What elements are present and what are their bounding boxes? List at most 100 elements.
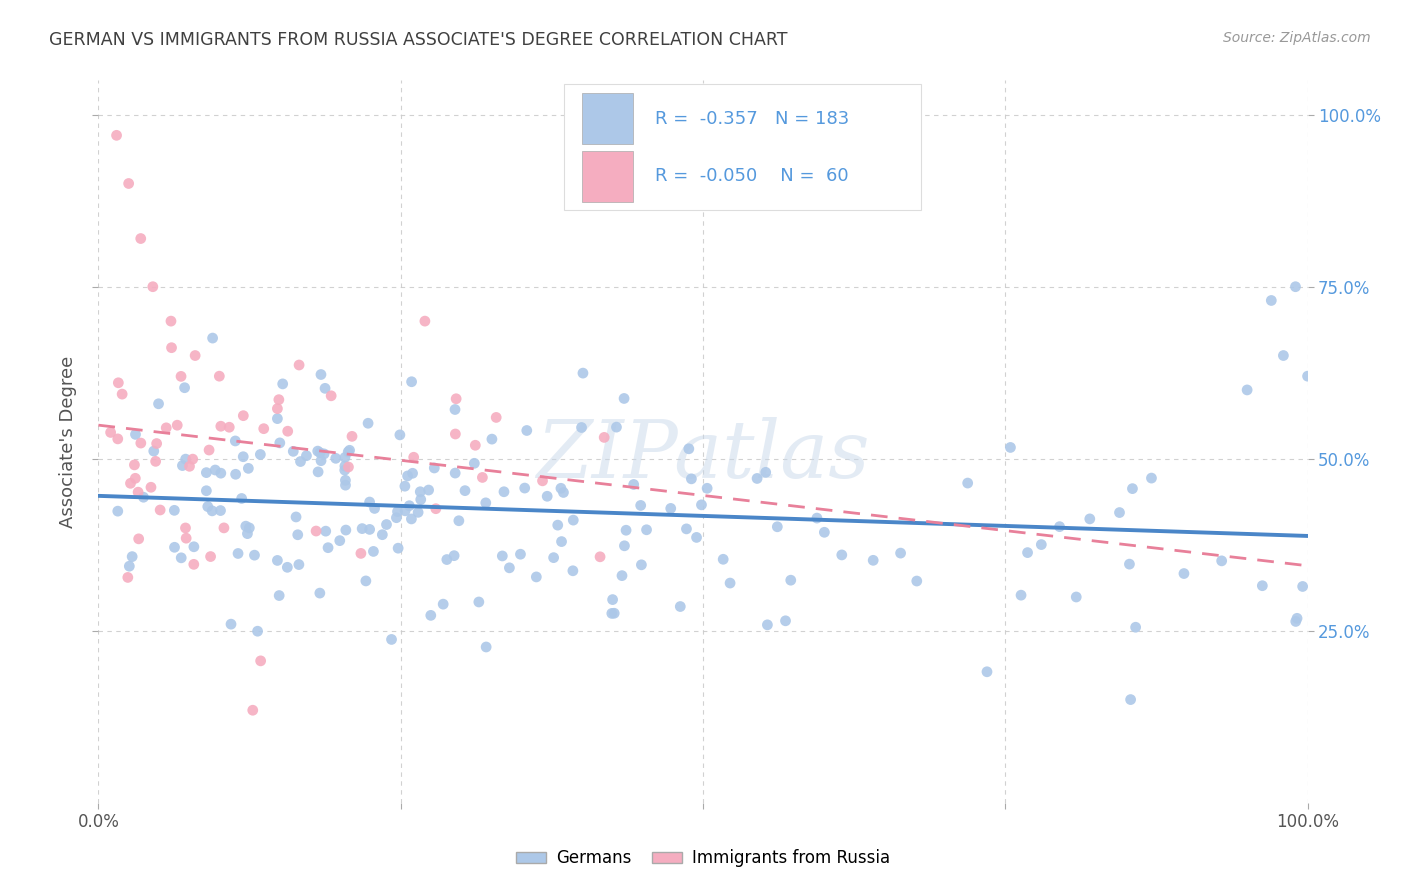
Immigrants from Russia bbox=[200, 549, 222, 564]
Immigrants from Russia bbox=[305, 524, 328, 538]
Germans bbox=[1010, 588, 1032, 602]
Immigrants from Russia bbox=[413, 314, 436, 328]
Germans bbox=[550, 534, 572, 549]
Germans bbox=[603, 606, 626, 620]
Germans bbox=[1251, 579, 1274, 593]
Immigrants from Russia bbox=[105, 128, 128, 143]
Germans bbox=[142, 444, 165, 458]
Germans bbox=[454, 483, 477, 498]
Germans bbox=[543, 550, 565, 565]
Immigrants from Russia bbox=[111, 387, 134, 401]
Germans bbox=[309, 368, 332, 382]
Immigrants from Russia bbox=[288, 358, 311, 372]
Germans bbox=[394, 479, 416, 493]
Immigrants from Russia bbox=[471, 470, 494, 484]
Germans bbox=[690, 498, 713, 512]
Germans bbox=[288, 558, 311, 572]
Germans bbox=[862, 553, 884, 567]
Germans bbox=[354, 574, 377, 588]
Immigrants from Russia bbox=[425, 501, 447, 516]
Germans bbox=[562, 513, 585, 527]
Immigrants from Russia bbox=[277, 424, 299, 438]
Germans bbox=[201, 504, 224, 518]
Immigrants from Russia bbox=[166, 418, 188, 433]
Germans bbox=[170, 550, 193, 565]
Immigrants from Russia bbox=[107, 376, 129, 390]
Germans bbox=[243, 548, 266, 562]
Immigrants from Russia bbox=[218, 420, 240, 434]
Germans bbox=[307, 444, 329, 458]
Germans bbox=[380, 632, 402, 647]
Germans bbox=[209, 503, 232, 517]
Germans bbox=[1078, 512, 1101, 526]
Immigrants from Russia bbox=[160, 341, 183, 355]
Legend: Germans, Immigrants from Russia: Germans, Immigrants from Russia bbox=[509, 843, 897, 874]
Germans bbox=[249, 447, 271, 461]
Germans bbox=[623, 477, 645, 491]
Germans bbox=[201, 331, 224, 345]
Germans bbox=[314, 381, 336, 395]
Germans bbox=[385, 510, 408, 524]
Germans bbox=[309, 453, 332, 467]
Germans bbox=[696, 481, 718, 495]
Germans bbox=[232, 450, 254, 464]
Germans bbox=[1049, 519, 1071, 533]
Germans bbox=[1119, 692, 1142, 706]
Germans bbox=[614, 523, 637, 537]
Germans bbox=[481, 432, 503, 446]
Germans bbox=[806, 511, 828, 525]
Germans bbox=[315, 524, 337, 538]
Germans bbox=[394, 504, 416, 518]
Bar bbox=[582, 94, 633, 144]
Germans bbox=[779, 573, 801, 587]
Germans bbox=[610, 568, 633, 582]
Germans bbox=[329, 533, 352, 548]
Immigrants from Russia bbox=[212, 521, 235, 535]
Germans bbox=[745, 471, 768, 485]
Germans bbox=[339, 443, 361, 458]
Germans bbox=[475, 640, 498, 654]
Immigrants from Russia bbox=[184, 349, 207, 363]
Germans bbox=[224, 434, 246, 448]
Germans bbox=[1260, 293, 1282, 308]
Germans bbox=[359, 495, 381, 509]
Germans bbox=[266, 553, 288, 567]
Text: Source: ZipAtlas.com: Source: ZipAtlas.com bbox=[1223, 31, 1371, 45]
Germans bbox=[536, 489, 558, 503]
Germans bbox=[516, 424, 538, 438]
Germans bbox=[468, 595, 491, 609]
Germans bbox=[681, 472, 703, 486]
Text: ZIPatlas: ZIPatlas bbox=[536, 417, 870, 495]
Germans bbox=[401, 512, 423, 526]
Germans bbox=[678, 442, 700, 456]
Germans bbox=[195, 466, 218, 480]
Germans bbox=[419, 608, 441, 623]
Germans bbox=[271, 376, 294, 391]
Germans bbox=[1284, 279, 1306, 293]
Germans bbox=[219, 617, 242, 632]
Germans bbox=[547, 518, 569, 533]
Immigrants from Russia bbox=[589, 549, 612, 564]
Germans bbox=[1000, 441, 1022, 455]
Germans bbox=[238, 521, 260, 535]
Germans bbox=[316, 541, 339, 555]
Germans bbox=[406, 505, 429, 519]
Immigrants from Russia bbox=[531, 474, 554, 488]
Germans bbox=[118, 559, 141, 574]
Germans bbox=[444, 402, 467, 417]
Germans bbox=[197, 500, 219, 514]
Immigrants from Russia bbox=[198, 443, 221, 458]
Germans bbox=[363, 501, 385, 516]
Germans bbox=[375, 517, 398, 532]
Immigrants from Russia bbox=[350, 546, 373, 560]
Immigrants from Russia bbox=[209, 419, 232, 434]
Germans bbox=[335, 473, 357, 487]
Germans bbox=[409, 492, 432, 507]
Germans bbox=[359, 523, 381, 537]
Bar bbox=[564, 84, 921, 211]
Immigrants from Russia bbox=[160, 314, 183, 328]
Germans bbox=[711, 552, 734, 566]
Germans bbox=[287, 527, 309, 541]
Germans bbox=[401, 467, 423, 481]
Germans bbox=[423, 461, 446, 475]
